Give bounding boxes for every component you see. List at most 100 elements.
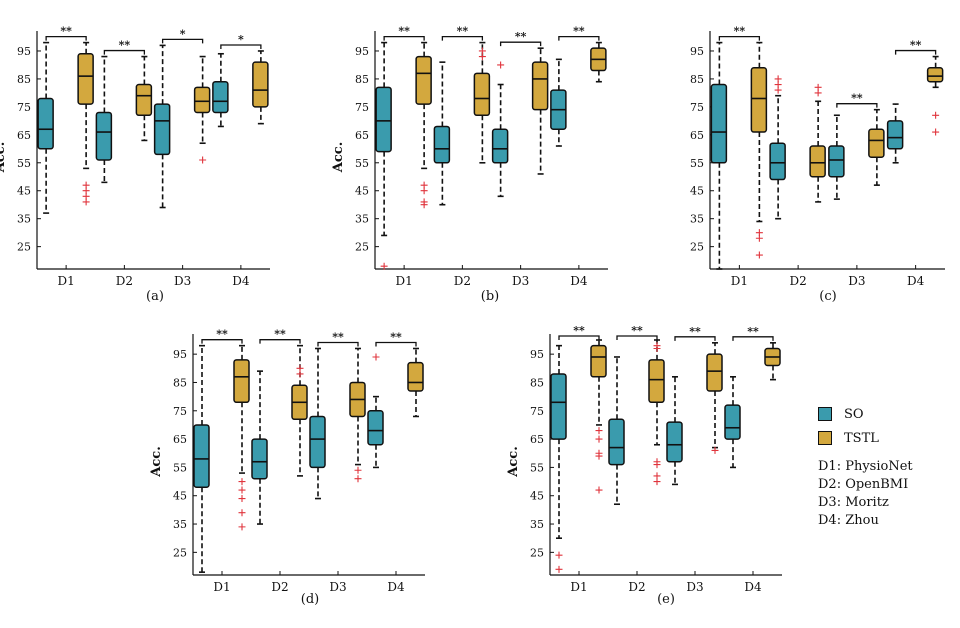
y-tick-label: 95 <box>17 45 31 58</box>
box-tstl-d3 <box>531 47 549 175</box>
significance-label: ** <box>60 25 72 38</box>
outlier-marker <box>354 475 362 483</box>
y-tick-label: 85 <box>173 376 187 389</box>
significance-bracket <box>558 35 600 41</box>
y-tick-label: 95 <box>355 45 369 58</box>
outlier-marker <box>238 495 246 503</box>
box-so-d2 <box>251 370 268 525</box>
box-body <box>886 120 904 150</box>
significance-label: ** <box>689 325 701 338</box>
x-tick-label: D4 <box>744 580 762 594</box>
dataset-def-d1: D1: PhysioNet <box>818 459 913 474</box>
panel-label: (b) <box>481 289 499 304</box>
box-so-d3 <box>828 114 845 200</box>
dataset-def-d2: D2: OpenBMI <box>818 477 909 492</box>
y-axis-label: Acc. <box>0 142 8 173</box>
box-tstl-d1 <box>415 41 432 209</box>
outlier-marker <box>420 201 428 209</box>
x-tick-label: D1 <box>213 580 230 594</box>
box-body <box>367 410 384 446</box>
box-body <box>491 128 509 164</box>
y-tick-label: 55 <box>17 157 31 170</box>
significance-label: ** <box>851 92 863 105</box>
box-body <box>724 404 741 440</box>
y-tick-label: 55 <box>530 461 544 474</box>
significance-bracket <box>718 35 761 41</box>
box-tstl-d4 <box>764 342 781 381</box>
significance-d2: ** <box>259 328 301 344</box>
box-body <box>193 86 211 114</box>
box-tstl-d4 <box>407 347 424 418</box>
y-axis-label: Acc. <box>506 446 521 477</box>
legend-swatch-so <box>818 407 832 421</box>
x-tick-label: D3 <box>848 274 865 288</box>
panel-e: 25 35 45 55 65 75 85 95 Acc. D1 D2 D3 D4 ** ** ** ** (e) <box>506 324 782 607</box>
box-tstl-d3 <box>706 342 723 454</box>
significance-label: ** <box>216 328 228 341</box>
x-tick-label: D1 <box>731 274 748 288</box>
box-so-d1 <box>710 41 728 270</box>
panel-d: 25 35 45 55 65 75 85 95 Acc. D1 D2 D3 D4 ** ** ** ** (d) <box>149 328 425 607</box>
significance-bracket <box>220 44 262 49</box>
legend-swatch-tstl <box>818 431 832 445</box>
y-tick-label: 95 <box>530 348 544 361</box>
y-tick-label: 65 <box>690 129 704 142</box>
legend-label-tstl: TSTL <box>844 430 879 446</box>
box-tstl-d2 <box>648 339 665 486</box>
box-body <box>407 361 424 392</box>
x-tick-label: D2 <box>116 274 133 288</box>
outlier-marker <box>497 61 505 69</box>
y-axis-label: Acc. <box>149 446 164 477</box>
box-tstl-d2 <box>135 55 153 142</box>
x-tick-label: D4 <box>907 274 925 288</box>
dataset-def-d3: D3: Moritz <box>818 495 889 510</box>
legend-label-so: SO <box>844 406 864 422</box>
significance-d2: ** <box>441 25 484 41</box>
box-tstl-d4 <box>590 41 607 83</box>
x-tick-label: D4 <box>387 580 405 594</box>
box-body <box>153 103 171 156</box>
y-tick-label: 65 <box>355 129 369 142</box>
box-body <box>608 418 625 466</box>
significance-label: ** <box>332 330 344 343</box>
significance-bracket <box>499 41 542 47</box>
box-so-d3 <box>153 44 171 209</box>
box-so-d2 <box>433 61 451 206</box>
significance-bracket <box>558 335 600 340</box>
significance-d1: ** <box>718 25 761 41</box>
y-tick-label: 45 <box>690 185 704 198</box>
y-tick-label: 25 <box>530 546 544 559</box>
significance-label: ** <box>119 39 131 52</box>
y-tick-label: 95 <box>173 348 187 361</box>
significance-d3: ** <box>674 325 716 341</box>
outlier-marker <box>814 89 822 97</box>
y-tick-label: 25 <box>173 546 187 559</box>
box-so-d2 <box>608 356 625 506</box>
panel-b: 25 35 45 55 65 75 85 95 Acc. D1 D2 D3 D4 ** ** ** ** (b) <box>331 25 608 304</box>
box-body <box>212 80 229 114</box>
y-tick-label: 85 <box>17 73 31 86</box>
significance-d3: ** <box>317 330 359 347</box>
significance-bracket <box>616 335 658 340</box>
x-tick-label: D2 <box>454 274 471 288</box>
box-body <box>135 83 153 117</box>
box-tstl-d1 <box>233 344 250 531</box>
significance-bracket <box>441 35 484 41</box>
outlier-marker <box>238 509 246 517</box>
y-tick-label: 75 <box>173 405 187 418</box>
significance-bracket <box>375 341 417 347</box>
significance-bracket <box>836 103 878 108</box>
y-tick-label: 35 <box>355 213 369 226</box>
box-tstl-d4 <box>926 55 944 136</box>
box-body <box>309 415 326 469</box>
y-tick-label: 35 <box>173 518 187 531</box>
outlier-marker <box>653 461 661 469</box>
x-tick-label: D3 <box>512 274 529 288</box>
box-body <box>750 66 768 133</box>
y-tick-label: 75 <box>690 101 704 114</box>
box-body <box>473 72 491 117</box>
box-so-d3 <box>491 61 509 198</box>
box-body <box>868 128 885 158</box>
box-so-d1 <box>550 344 567 573</box>
